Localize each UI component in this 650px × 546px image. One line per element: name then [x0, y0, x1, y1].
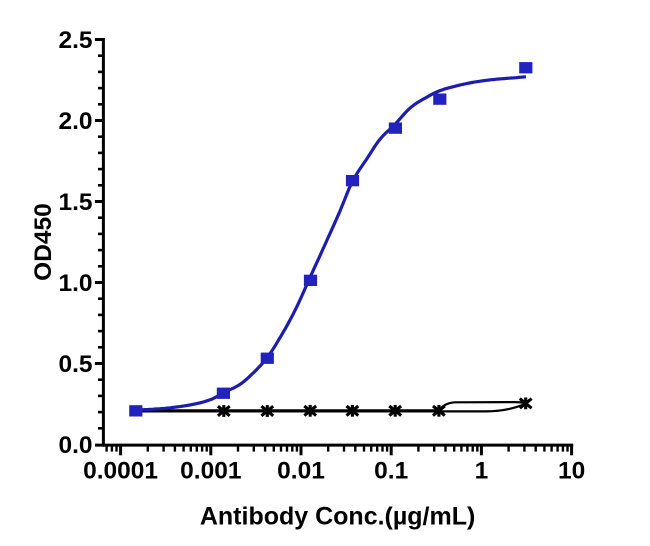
- svg-text:0.0001: 0.0001: [83, 458, 158, 485]
- svg-text:2.0: 2.0: [58, 108, 92, 135]
- svg-text:1.0: 1.0: [58, 270, 92, 297]
- svg-text:0.1: 0.1: [374, 458, 408, 485]
- svg-text:Antibody Conc.(µg/mL): Antibody Conc.(µg/mL): [200, 503, 475, 531]
- svg-text:10: 10: [558, 458, 585, 485]
- svg-text:0.01: 0.01: [277, 458, 325, 485]
- svg-text:OD450: OD450: [30, 203, 57, 281]
- svg-text:1.5: 1.5: [58, 189, 92, 216]
- svg-text:1: 1: [475, 458, 489, 485]
- svg-text:0.5: 0.5: [58, 351, 92, 378]
- svg-text:0.0: 0.0: [58, 432, 92, 459]
- svg-text:0.001: 0.001: [180, 458, 241, 485]
- svg-text:2.5: 2.5: [58, 27, 92, 54]
